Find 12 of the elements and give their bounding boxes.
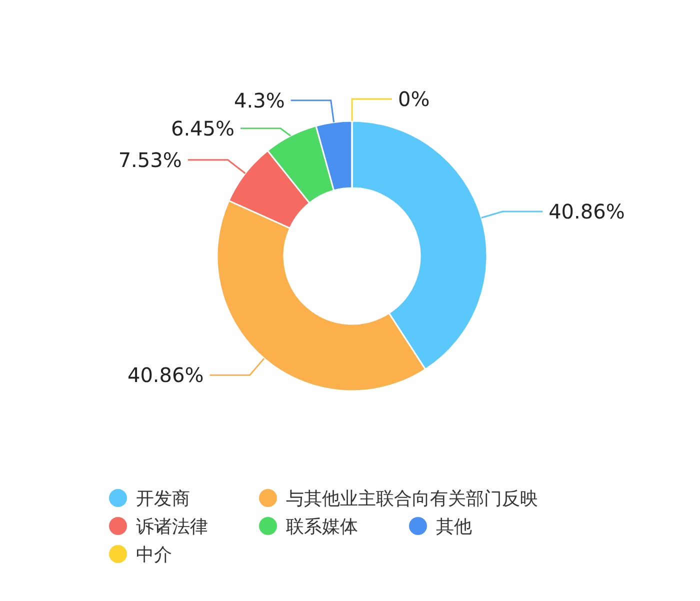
legend-label: 开发商 [136, 488, 190, 510]
legend-label: 中介 [136, 544, 172, 566]
legend-label: 其他 [436, 516, 472, 538]
data-label: 4.3% [234, 88, 285, 112]
data-label: 7.53% [118, 148, 182, 172]
legend-label: 联系媒体 [286, 516, 358, 538]
data-label: 40.86% [127, 363, 204, 388]
legend-label: 与其他业主联合向有关部门反映 [286, 488, 538, 510]
text: 0% [398, 87, 430, 111]
data-label: 6.45% [170, 116, 235, 140]
data-label: 40.86% [548, 200, 625, 224]
legend-label: 诉诸法律 [136, 516, 208, 538]
